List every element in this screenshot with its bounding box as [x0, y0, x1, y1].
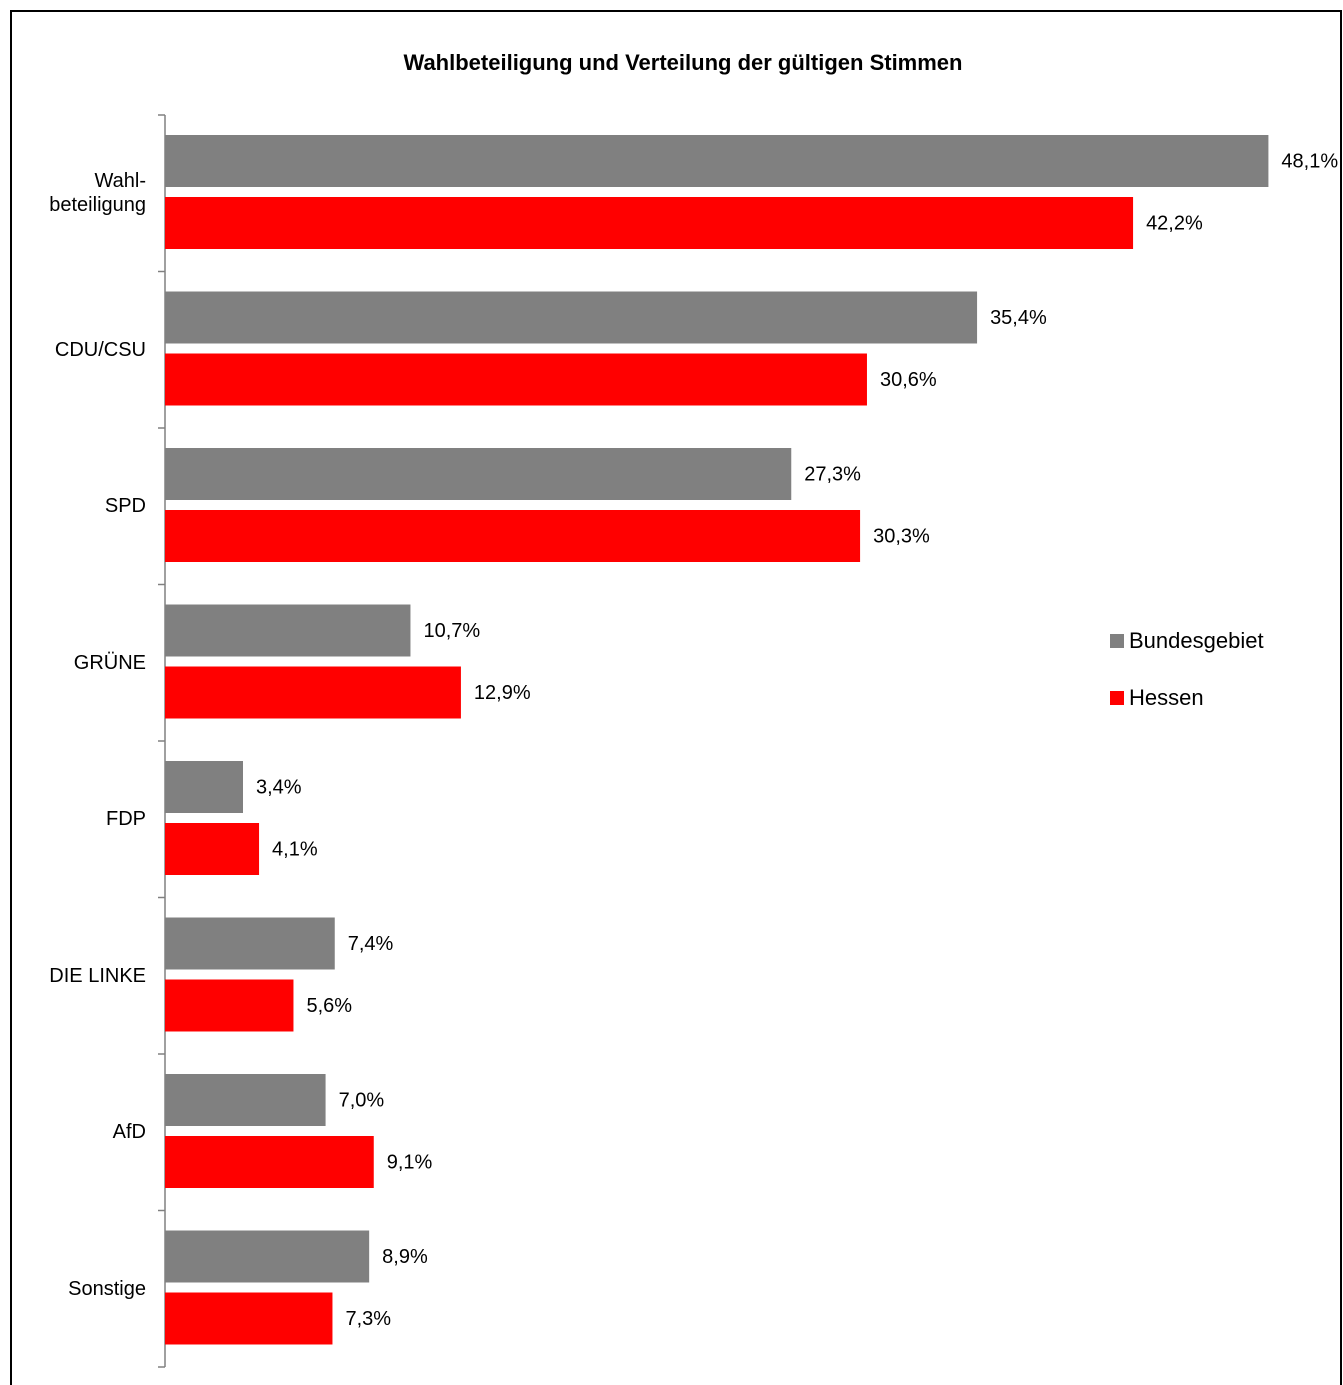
y-tick-label: SPD	[104, 495, 146, 518]
bar	[165, 761, 243, 813]
y-tick-label: GRÜNE	[73, 651, 146, 674]
legend-marker	[1110, 691, 1124, 705]
bar	[165, 823, 260, 875]
legend-marker	[1110, 634, 1124, 648]
bar	[165, 917, 335, 970]
value-label: 4,1%	[272, 838, 318, 860]
bar	[165, 1230, 370, 1283]
y-tick-label: FDP	[106, 808, 146, 831]
value-label: 30,6%	[880, 369, 937, 391]
value-label: 7,0%	[339, 1089, 385, 1111]
value-label: 5,6%	[306, 995, 352, 1017]
value-label: 8,9%	[382, 1246, 428, 1268]
bar	[165, 1136, 374, 1188]
bar	[165, 604, 411, 657]
bar	[165, 666, 461, 719]
bar	[165, 979, 294, 1032]
value-label: 48,1%	[1281, 150, 1338, 172]
bar	[165, 510, 861, 562]
bar	[165, 353, 867, 406]
value-label: 35,4%	[990, 307, 1047, 329]
bar	[165, 448, 792, 500]
bar	[165, 1292, 333, 1345]
value-label: 27,3%	[804, 463, 861, 485]
y-tick-label: CDU/CSU	[54, 338, 146, 361]
bar	[165, 291, 978, 344]
value-label: 7,3%	[345, 1308, 391, 1330]
y-tick-label: Wahl- beteiligung	[49, 170, 146, 217]
chart-title: Wahlbeteiligung und Verteilung der gülti…	[404, 50, 963, 75]
y-tick-label: DIE LINKE	[49, 964, 146, 987]
legend-label: Bundesgebiet	[1129, 628, 1264, 653]
value-label: 3,4%	[256, 776, 302, 798]
legend-label: Hessen	[1129, 685, 1204, 710]
y-tick-label: Sonstige	[68, 1277, 146, 1300]
y-tick-label: AfD	[112, 1121, 146, 1144]
value-label: 12,9%	[474, 682, 531, 704]
chart-border	[10, 10, 1342, 1385]
value-label: 9,1%	[387, 1151, 433, 1173]
value-label: 42,2%	[1146, 212, 1203, 234]
value-label: 30,3%	[873, 525, 930, 547]
value-label: 7,4%	[348, 933, 394, 955]
bar	[165, 1074, 326, 1126]
value-label: 10,7%	[423, 620, 480, 642]
bar	[165, 197, 1134, 249]
bar	[165, 135, 1269, 187]
